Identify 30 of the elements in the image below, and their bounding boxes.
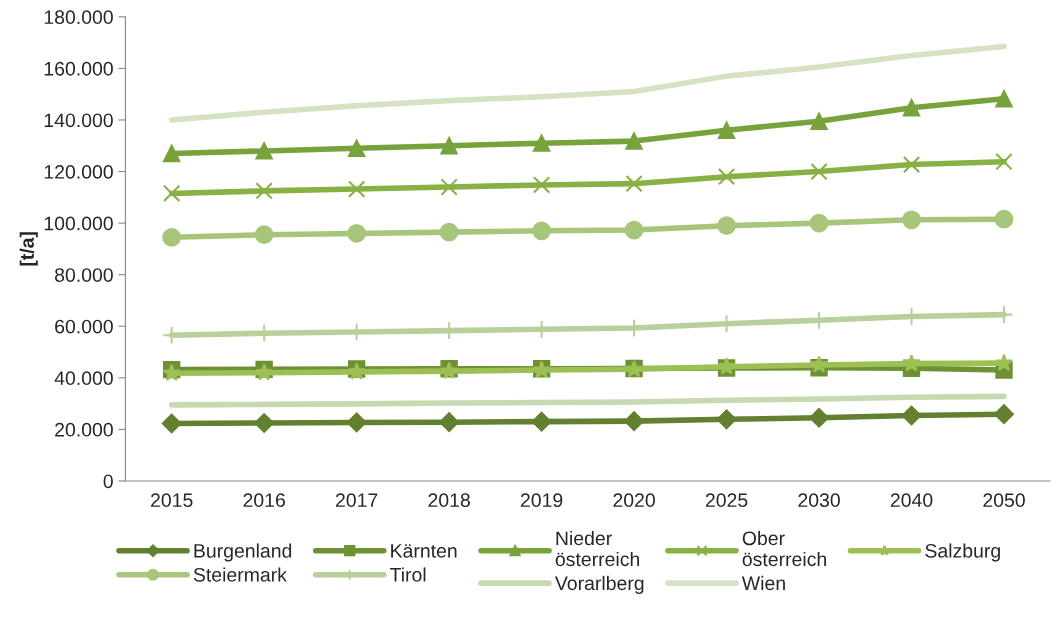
legend-label: Burgenland bbox=[194, 543, 292, 562]
x-tick-label: 2016 bbox=[243, 493, 285, 508]
y-tick-label: 80.000 bbox=[55, 268, 113, 282]
y-tick-label: 20.000 bbox=[55, 422, 113, 437]
y-axis-title: [t/a] bbox=[19, 232, 38, 266]
x-tick-label: 2050 bbox=[983, 493, 1025, 508]
legend-label: Salzburg bbox=[925, 543, 1000, 562]
y-tick-label: 40.000 bbox=[54, 371, 113, 386]
legend-label: Wien bbox=[741, 575, 785, 591]
x-tick-label: 2020 bbox=[613, 493, 655, 508]
x-tick-label: 2025 bbox=[705, 493, 748, 508]
x-tick-label: 2030 bbox=[798, 493, 840, 508]
legend-label: Steiermark bbox=[193, 567, 287, 582]
legend-label: Kärnten bbox=[391, 544, 457, 558]
y-tick-label: 140.000 bbox=[44, 113, 113, 128]
x-tick-label: 2019 bbox=[520, 493, 563, 508]
y-tick-label: 180.000 bbox=[44, 10, 113, 25]
legend-label: Vorarlberg bbox=[554, 575, 644, 594]
legend-label: Tirol bbox=[390, 567, 426, 582]
y-tick-label: 100.000 bbox=[44, 216, 113, 231]
y-tick-label: 160.000 bbox=[44, 61, 113, 76]
y-tick-label: 60.000 bbox=[55, 319, 113, 334]
y-tick-label: 0 bbox=[103, 474, 113, 489]
x-tick-label: 2015 bbox=[151, 493, 193, 508]
legend-label: Ober österreich bbox=[742, 530, 826, 567]
y-tick-label: 120.000 bbox=[44, 165, 113, 179]
x-tick-label: 2040 bbox=[890, 493, 933, 508]
legend-label: Nieder österreich bbox=[555, 530, 640, 567]
x-tick-label: 2017 bbox=[335, 493, 378, 508]
x-tick-label: 2018 bbox=[428, 493, 470, 508]
